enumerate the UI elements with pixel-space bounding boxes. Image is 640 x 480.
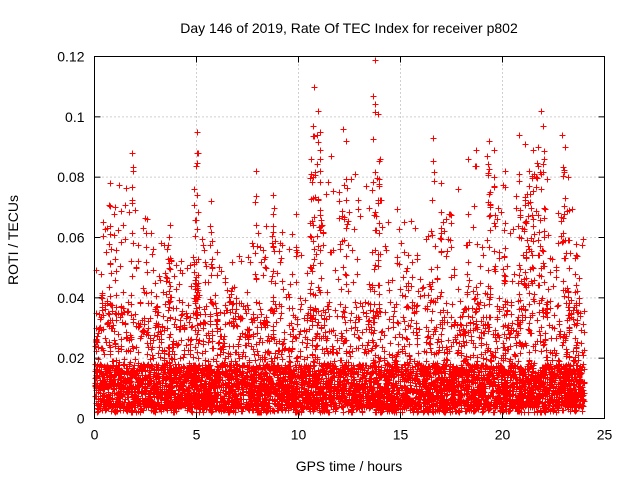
x-tick-label: 0: [91, 427, 99, 443]
x-tick-labels: 0 5 10 15 20 25: [91, 427, 613, 443]
x-tick-label: 15: [393, 427, 409, 443]
chart-title: Day 146 of 2019, Rate Of TEC Index for r…: [180, 20, 518, 36]
y-tick-label: 0.08: [57, 169, 84, 185]
y-tick-labels: 0 0.02 0.04 0.06 0.08 0.1 0.12: [57, 49, 84, 427]
y-tick-label: 0.02: [57, 350, 84, 366]
y-tick-label: 0.04: [57, 290, 84, 306]
x-tick-label: 20: [495, 427, 511, 443]
y-tick-label: 0.12: [57, 49, 84, 65]
axis-ticks: [94, 56, 605, 419]
x-tick-label: 5: [193, 427, 201, 443]
y-tick-label: 0.1: [65, 109, 85, 125]
y-tick-label: 0: [77, 411, 85, 427]
y-axis-label: ROTI / TECUs: [5, 195, 21, 285]
x-tick-label: 25: [597, 427, 613, 443]
y-tick-label: 0.06: [57, 230, 84, 246]
roti-markers: [92, 57, 588, 416]
x-axis-label: GPS time / hours: [296, 458, 403, 474]
data-points: [92, 57, 588, 416]
x-tick-label: 10: [291, 427, 307, 443]
